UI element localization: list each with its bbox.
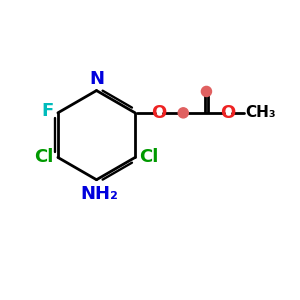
Text: N: N bbox=[89, 70, 104, 88]
Text: O: O bbox=[220, 104, 236, 122]
Text: F: F bbox=[41, 102, 53, 120]
Circle shape bbox=[201, 86, 212, 97]
Text: CH₃: CH₃ bbox=[246, 105, 276, 120]
Text: Cl: Cl bbox=[140, 148, 159, 166]
Text: Cl: Cl bbox=[34, 148, 53, 166]
Text: NH₂: NH₂ bbox=[80, 185, 118, 203]
Text: O: O bbox=[151, 104, 166, 122]
Circle shape bbox=[178, 108, 188, 118]
